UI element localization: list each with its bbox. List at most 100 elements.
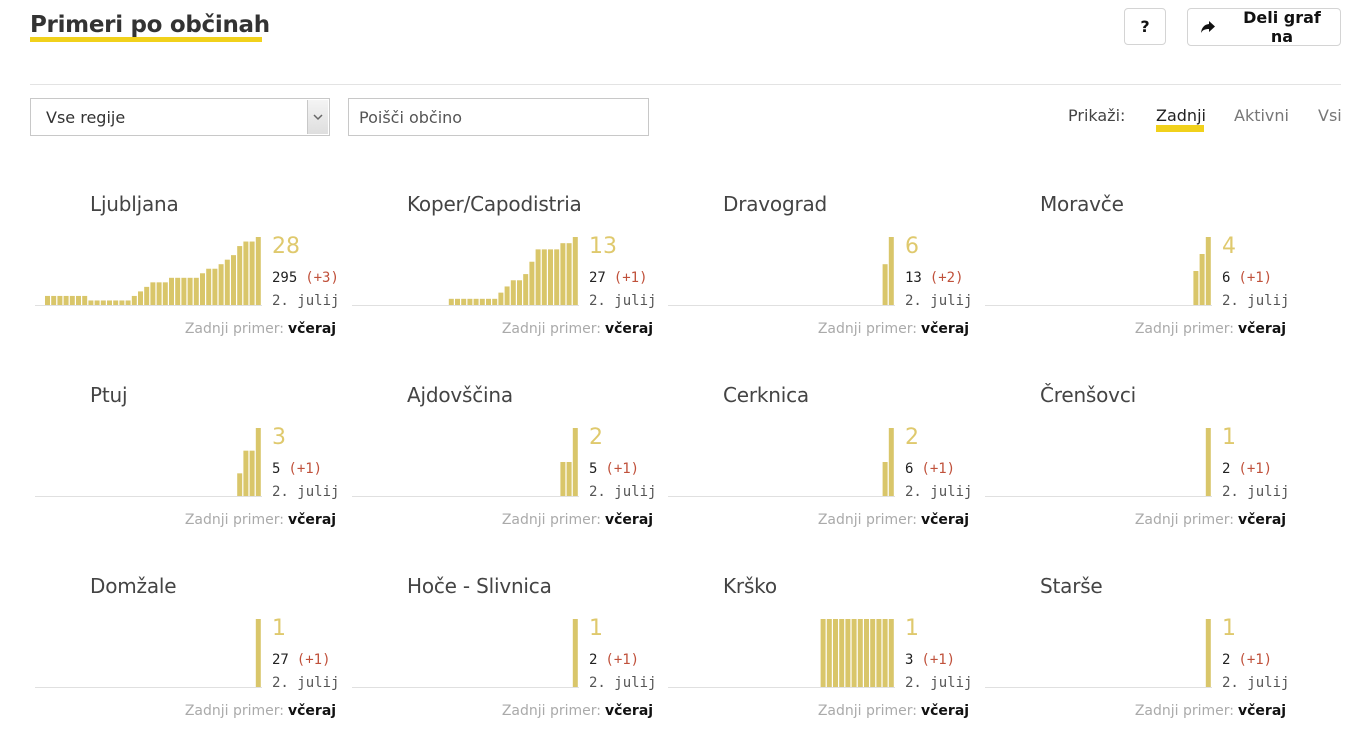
municipality-name: Krško bbox=[723, 574, 777, 598]
new-cases-delta: (+2) bbox=[929, 270, 964, 286]
sparkline-bar bbox=[888, 428, 894, 496]
municipality-card[interactable]: Cerknica 2 6 (+1) 2. julij Zadnji primer: včer… bbox=[668, 383, 1023, 543]
sparkline-bar bbox=[882, 619, 888, 687]
municipality-card[interactable]: Dravograd 6 13 (+2) 2. julij Zadnji primer: vč… bbox=[668, 192, 1023, 352]
sparkline-bar bbox=[249, 241, 255, 305]
case-count: 1 bbox=[1222, 425, 1236, 450]
active-option-underline bbox=[1156, 125, 1204, 132]
sparkline-bar bbox=[181, 277, 187, 305]
sparkline-bar bbox=[224, 259, 230, 305]
new-cases-delta: (+1) bbox=[296, 652, 331, 668]
last-case-label: Zadnji primer: bbox=[817, 703, 917, 719]
share-button[interactable]: Deli graf na bbox=[1187, 8, 1341, 46]
last-case-value: včeraj bbox=[1238, 512, 1287, 528]
data-date: 2. julij bbox=[1222, 293, 1290, 309]
municipality-card[interactable]: Starše 1 2 (+1) 2. julij Zadnji primer: včeraj bbox=[985, 574, 1340, 734]
sparkline-bar bbox=[1199, 254, 1205, 305]
sparkline-bar bbox=[572, 237, 578, 305]
case-count: 1 bbox=[1222, 616, 1236, 641]
cases-sparkline bbox=[668, 428, 895, 497]
total-cases: 5 bbox=[589, 461, 598, 477]
last-case-value: včeraj bbox=[1238, 703, 1287, 719]
help-button[interactable]: ? bbox=[1124, 8, 1166, 45]
sparkline-bar bbox=[467, 298, 473, 305]
last-case-value: včeraj bbox=[921, 703, 970, 719]
case-count: 13 bbox=[589, 234, 617, 259]
sparkline-bar bbox=[498, 292, 504, 305]
sparkline-bar bbox=[572, 428, 578, 496]
last-case-value: včeraj bbox=[605, 703, 654, 719]
municipality-card[interactable]: Domžale 1 27 (+1) 2. julij Zadnji primer: včer… bbox=[35, 574, 390, 734]
chevron-down-icon[interactable] bbox=[307, 100, 328, 134]
cases-sparkline bbox=[985, 428, 1212, 497]
sparkline-bar bbox=[523, 274, 529, 305]
total-cases: 295 bbox=[272, 270, 298, 286]
sparkline-bar bbox=[548, 249, 553, 305]
header-divider bbox=[30, 84, 1341, 85]
sparkline-bar bbox=[131, 295, 137, 305]
sparkline-bar bbox=[492, 298, 498, 305]
sparkline-bar bbox=[833, 619, 838, 687]
municipality-card[interactable]: Ljubljana 28 295 (+3) 2. julij Zadnji primer:… bbox=[35, 192, 390, 352]
new-cases-delta: (+1) bbox=[921, 461, 956, 477]
total-cases: 5 bbox=[272, 461, 281, 477]
municipality-card[interactable]: Črenšovci 1 2 (+1) 2. julij Zadnji primer: vče… bbox=[985, 383, 1340, 543]
case-count: 2 bbox=[905, 425, 919, 450]
municipality-card[interactable]: Moravče 4 6 (+1) 2. julij Zadnji primer: včera… bbox=[985, 192, 1340, 352]
sparkline-bar bbox=[162, 282, 168, 305]
case-count: 4 bbox=[1222, 234, 1236, 259]
last-case-label: Zadnji primer: bbox=[817, 512, 917, 528]
sparkline-bar bbox=[138, 291, 143, 305]
cases-sparkline bbox=[352, 237, 579, 306]
last-case-label: Zadnji primer: bbox=[501, 703, 601, 719]
municipality-card[interactable]: Ajdovščina 2 5 (+1) 2. julij Zadnji primer: vč… bbox=[352, 383, 707, 543]
last-case-label: Zadnji primer: bbox=[184, 512, 284, 528]
region-select[interactable]: Vse regije bbox=[30, 98, 330, 136]
case-count: 2 bbox=[589, 425, 603, 450]
municipality-card[interactable]: Ptuj 3 5 (+1) 2. julij Zadnji primer: včeraj bbox=[35, 383, 390, 543]
municipality-card[interactable]: Krško 1 3 (+1) 2. julij Zadnji primer: včeraj bbox=[668, 574, 1023, 734]
sparkline-bar bbox=[554, 249, 560, 305]
cases-sparkline bbox=[985, 237, 1212, 306]
cases-sparkline bbox=[668, 237, 895, 306]
sparkline-bar bbox=[1193, 271, 1199, 305]
cases-sparkline bbox=[35, 619, 262, 688]
data-date: 2. julij bbox=[905, 484, 973, 500]
sparkline-bar bbox=[100, 300, 106, 305]
show-option-active[interactable]: Aktivni bbox=[1234, 106, 1289, 125]
show-option-latest[interactable]: Zadnji bbox=[1156, 106, 1206, 125]
data-date: 2. julij bbox=[1222, 484, 1290, 500]
data-date: 2. julij bbox=[272, 293, 340, 309]
new-cases-delta: (+1) bbox=[1238, 652, 1273, 668]
sparkline-bar bbox=[455, 298, 460, 305]
sparkline-bar bbox=[144, 286, 150, 305]
share-button-label: Deli graf na bbox=[1243, 8, 1321, 46]
total-cases: 2 bbox=[1222, 652, 1231, 668]
show-option-all[interactable]: Vsi bbox=[1318, 106, 1342, 125]
last-case-label: Zadnji primer: bbox=[1134, 321, 1234, 337]
sparkline-bar bbox=[237, 246, 243, 305]
municipality-search-input[interactable] bbox=[348, 98, 649, 136]
municipality-card[interactable]: Koper/Capodistria 13 27 (+1) 2. julij Zadnji … bbox=[352, 192, 707, 352]
data-date: 2. julij bbox=[272, 484, 340, 500]
sparkline-bar bbox=[857, 619, 863, 687]
sparkline-bar bbox=[88, 300, 94, 305]
sparkline-bar bbox=[882, 264, 888, 305]
last-case-label: Zadnji primer: bbox=[1134, 703, 1234, 719]
sparkline-bar bbox=[193, 277, 199, 305]
cases-sparkline bbox=[352, 619, 579, 688]
sparkline-bar bbox=[206, 268, 212, 305]
last-case-label: Zadnji primer: bbox=[184, 703, 284, 719]
data-date: 2. julij bbox=[589, 484, 657, 500]
sparkline-bar bbox=[125, 300, 131, 305]
new-cases-delta: (+1) bbox=[1238, 270, 1273, 286]
sparkline-bar bbox=[448, 298, 454, 305]
new-cases-delta: (+1) bbox=[921, 652, 956, 668]
last-case-value: včeraj bbox=[921, 512, 970, 528]
municipality-card[interactable]: Hoče - Slivnica 1 2 (+1) 2. julij Zadnji prim… bbox=[352, 574, 707, 734]
sparkline-bar bbox=[255, 428, 261, 496]
sparkline-bar bbox=[1205, 428, 1211, 496]
sparkline-bar bbox=[107, 300, 112, 305]
sparkline-bar bbox=[82, 295, 88, 305]
sparkline-bar bbox=[851, 619, 857, 687]
